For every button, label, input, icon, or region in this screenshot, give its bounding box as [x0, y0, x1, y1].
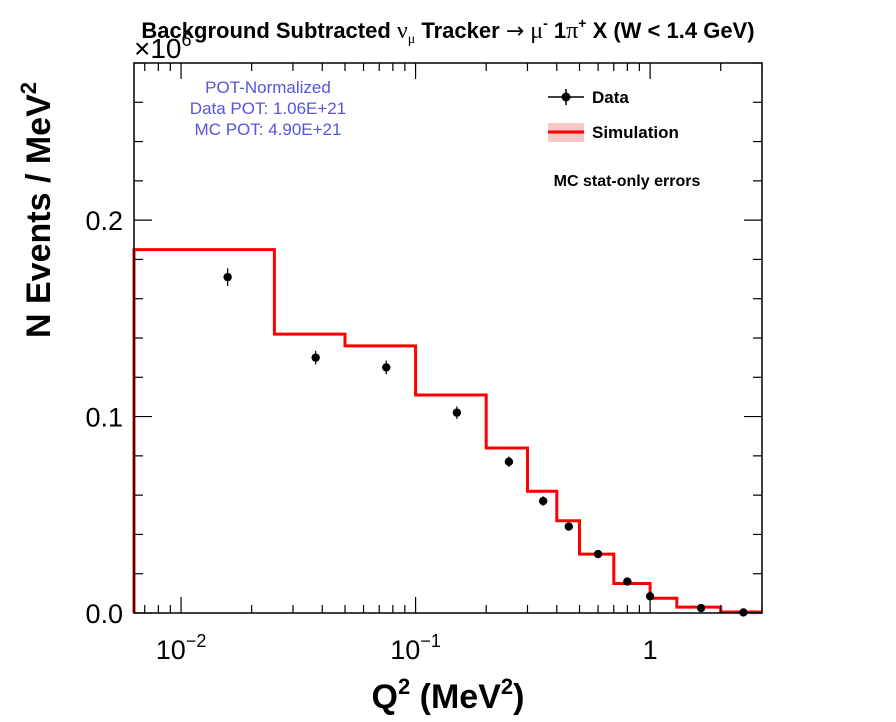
title-nu-sub: μ	[408, 32, 416, 47]
y-multiplier-base: ×10	[134, 33, 182, 64]
data-point	[564, 522, 573, 531]
y-multiplier-exp: 6	[182, 30, 192, 50]
data-point	[223, 268, 232, 286]
title-prefix: Background Subtracted	[141, 18, 396, 43]
x-tick-label: 10−2	[156, 631, 207, 665]
data-points	[223, 268, 748, 617]
data-point	[538, 496, 548, 506]
title-mid: Tracker	[415, 18, 506, 43]
x-tick-label-base: 10	[390, 635, 420, 665]
x-axis-label: Q2 (MeV2)	[372, 674, 525, 716]
simulation-line	[132, 248, 762, 614]
data-point-marker	[564, 522, 573, 531]
title-suffix: X (W < 1.4 GeV)	[586, 18, 754, 43]
axis-tick-labels: 10−2 10−1 10.00.10.2	[85, 206, 657, 665]
data-point-marker	[223, 272, 232, 282]
y-tick-label: 0.1	[85, 403, 123, 433]
title-mu-sup: -	[543, 15, 548, 31]
data-point	[311, 350, 320, 365]
y-axis-label-main: N Events / MeV	[20, 94, 58, 338]
data-point-marker	[504, 457, 514, 466]
legend-data-label: Data	[592, 88, 629, 107]
title-nu: ν	[397, 18, 408, 44]
x-tick-label-base: 10	[156, 635, 186, 665]
data-point	[696, 603, 706, 613]
data-point-marker	[645, 592, 655, 601]
x-axis-label-unit-sup: 2	[501, 674, 513, 699]
data-point	[382, 360, 391, 375]
y-axis-label-sup: 2	[16, 82, 41, 94]
y-axis-label: N Events / MeV2	[16, 82, 58, 338]
data-point	[623, 577, 632, 586]
legend: Data Simulation	[548, 88, 679, 142]
x-axis-label-main: Q	[372, 678, 398, 716]
data-point	[452, 406, 462, 419]
x-axis-label-unit-close: )	[513, 678, 524, 716]
legend-simulation-label: Simulation	[592, 123, 679, 142]
x-tick-label-exp: −2	[186, 631, 207, 651]
plot-frame	[133, 62, 763, 614]
annotation-mc-pot: MC POT: 4.90E+21	[195, 120, 342, 139]
x-tick-label-base: 1	[643, 635, 658, 665]
title-pi-sup: +	[578, 15, 586, 31]
data-point	[593, 549, 603, 559]
data-point-marker	[538, 496, 548, 506]
data-point-marker	[382, 363, 391, 372]
chart-title: Background Subtracted νμ Tracker → μ- 1π…	[141, 15, 754, 47]
y-tick-label: 0.2	[85, 206, 123, 236]
title-one: 1	[548, 18, 566, 43]
y-multiplier: ×106	[134, 30, 192, 64]
x-axis-label-unit: (MeV	[410, 678, 501, 716]
title-mu: μ	[524, 18, 543, 44]
data-point-marker	[593, 549, 603, 559]
title-arrow: →	[506, 19, 524, 44]
annotation-pot-normalized: POT-Normalized	[205, 78, 331, 97]
axis-ticks	[134, 62, 763, 614]
y-tick-label: 0.0	[85, 599, 123, 629]
x-tick-label-exp: −1	[420, 631, 441, 651]
data-point-marker	[311, 353, 320, 362]
x-tick-label: 10−1	[390, 631, 441, 665]
legend-data-marker	[548, 89, 584, 105]
legend-simulation-marker	[548, 123, 584, 142]
simulation-histogram	[132, 248, 762, 614]
data-point	[504, 456, 514, 468]
mc-stat-note: MC stat-only errors	[554, 173, 701, 190]
data-point-marker	[696, 603, 706, 613]
x-axis-label-sup: 2	[398, 674, 410, 699]
data-point-marker	[623, 577, 632, 586]
annotation-data-pot: Data POT: 1.06E+21	[190, 99, 346, 118]
x-tick-label: 1	[643, 635, 658, 665]
title-pi: π	[566, 18, 578, 44]
data-point-marker	[452, 408, 462, 417]
